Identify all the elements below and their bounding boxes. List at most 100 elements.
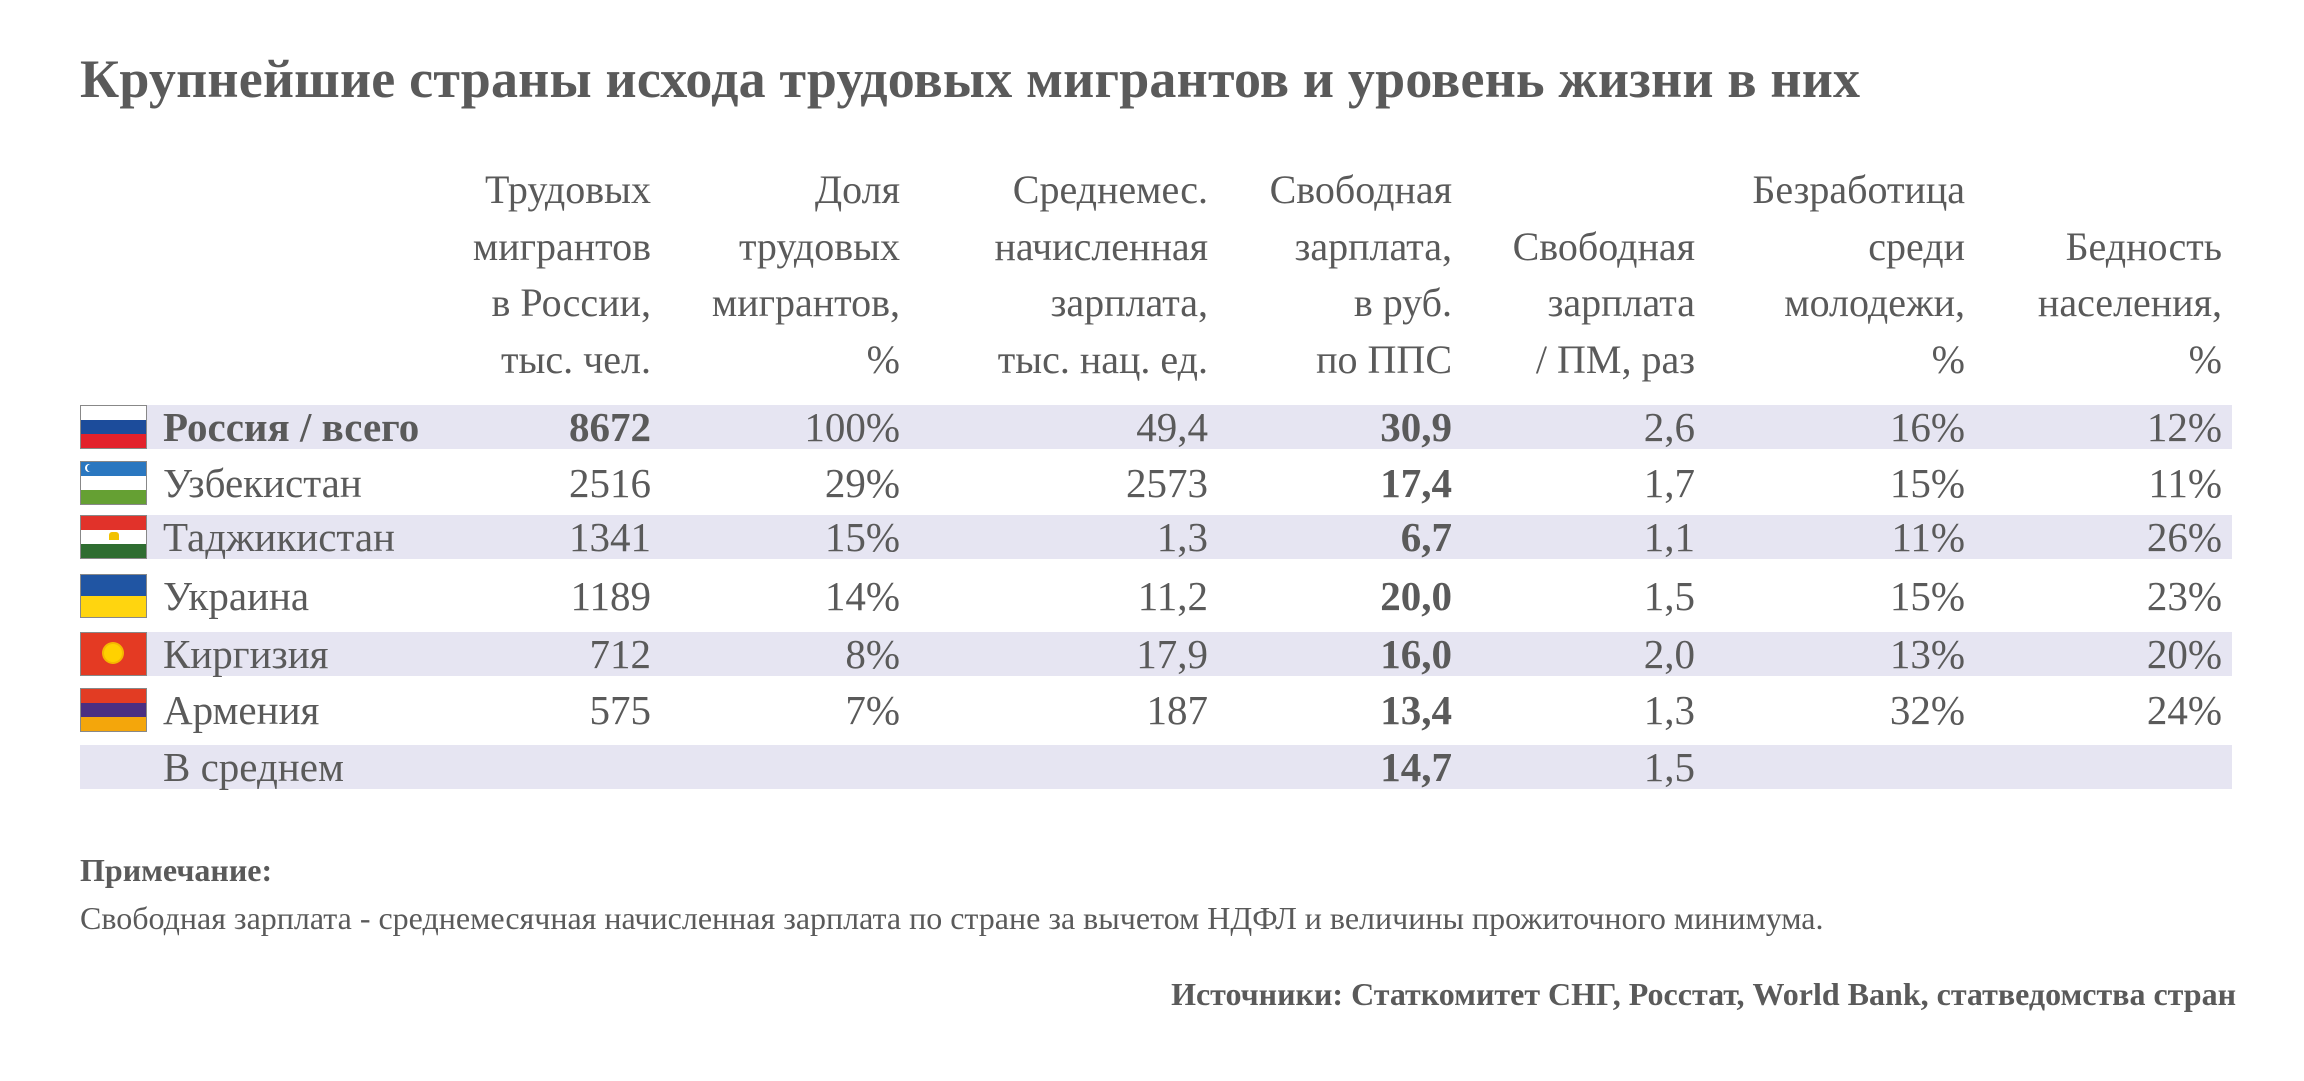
- column-header-line: Свободная: [1269, 167, 1452, 212]
- table-cell: 712: [589, 631, 652, 677]
- table-cell: 13%: [1889, 631, 1965, 677]
- table-row: В среднем 14,7 1,5: [80, 744, 2232, 790]
- table-cell: 29%: [824, 460, 900, 506]
- column-header-line: зарплата,: [1294, 223, 1452, 269]
- table-cell: 6,7: [1400, 514, 1452, 560]
- column-header-line: зарплата: [1547, 280, 1695, 325]
- tajikistan-flag-icon: [80, 515, 147, 559]
- table-cell: 26%: [2146, 514, 2222, 560]
- table-cell: 30,9: [1380, 404, 1452, 450]
- table-cell: 17,4: [1380, 460, 1452, 506]
- column-header: Бедность населения,%: [2038, 219, 2222, 389]
- table-cell: 187: [1146, 687, 1209, 733]
- country-name: Киргизия: [163, 631, 329, 677]
- column-header-line: мигрантов: [472, 223, 651, 269]
- table-cell: 11,2: [1137, 573, 1208, 619]
- table-cell: 49,4: [1136, 404, 1208, 450]
- table-cell: 16,0: [1380, 631, 1452, 677]
- table-cell: 7%: [845, 687, 900, 733]
- table-row: Россия / всего 8672 100% 49,4 30,9 2,6 16% 12%: [80, 404, 2232, 450]
- table-cell: 100%: [804, 404, 900, 450]
- table-cell: 2,6: [1643, 404, 1695, 450]
- column-header: Свободная зарплата, в руб. по ППС: [1270, 162, 1452, 388]
- column-header-line: в России,: [491, 280, 651, 325]
- table-cell: 2573: [1126, 460, 1208, 506]
- kyrgyzstan-flag-icon: [80, 632, 147, 676]
- table-row: Узбекистан 2516 29% 2573 17,4 1,7 15% 11%: [80, 460, 2232, 506]
- uzbekistan-flag-icon: [80, 461, 147, 505]
- column-header-line: в руб.: [1353, 280, 1452, 325]
- column-header-line: начисленная: [994, 223, 1208, 269]
- column-header: Трудовых мигрантов в России, тыс. чел.: [473, 162, 651, 388]
- table-cell: 14%: [824, 573, 900, 619]
- table-cell: 1341: [569, 514, 651, 560]
- table-cell: 15%: [1889, 460, 1965, 506]
- table-cell: 24%: [2146, 687, 2222, 733]
- page-title: Крупнейшие страны исхода трудовых мигран…: [80, 49, 1861, 109]
- table-cell: 1,7: [1643, 460, 1695, 506]
- column-header: Среднемес. начисленная зарплата, тыс. нац. …: [994, 162, 1208, 388]
- table-cell: 1,5: [1643, 744, 1695, 790]
- note-heading: Примечание:: [80, 852, 273, 888]
- table-cell: 11%: [2148, 460, 2222, 506]
- table-row: Армения 575 7% 187 13,4 1,3 32% 24%: [80, 687, 2232, 733]
- note-text: Свободная зарплата - среднемесячная начи…: [80, 900, 1824, 936]
- column-header: Доля трудовых мигрантов,%: [712, 162, 900, 388]
- table-cell: 13,4: [1380, 687, 1452, 733]
- table-cell: 17,9: [1136, 631, 1208, 677]
- ukraine-flag-icon: [80, 574, 147, 618]
- table-cell: 15%: [824, 514, 900, 560]
- table-row: Украина 1189 14% 11,2 20,0 1,5 15% 23%: [80, 573, 2232, 619]
- column-header-line: тыс. нац. ед.: [997, 336, 1208, 382]
- table-cell: 32%: [1889, 687, 1965, 733]
- table-row: Таджикистан 1341 15% 1,3 6,7 1,1 11% 26%: [80, 514, 2232, 560]
- column-header-line: Свободная: [1512, 223, 1695, 269]
- column-header-line: Безработица: [1752, 167, 1965, 212]
- column-header-line: зарплата,: [1050, 280, 1208, 325]
- column-header-line: Трудовых: [485, 167, 651, 212]
- table-cell: 16%: [1889, 404, 1965, 450]
- column-header: Безработица среди молодежи,%: [1752, 162, 1965, 388]
- column-header-line: Доля: [814, 167, 900, 212]
- table-cell: 1,1: [1643, 514, 1695, 560]
- country-name: Армения: [163, 687, 320, 733]
- table-cell: 14,7: [1380, 744, 1452, 790]
- table-cell: 20%: [2146, 631, 2222, 677]
- column-header-line: %: [1931, 336, 1965, 382]
- column-header-line: %: [2188, 336, 2222, 382]
- column-header-line: %: [866, 336, 900, 382]
- table-cell: 15%: [1889, 573, 1965, 619]
- table-cell: 1,5: [1643, 573, 1695, 619]
- column-header-line: молодежи,: [1784, 280, 1965, 325]
- table-cell: 8672: [569, 404, 651, 450]
- table-cell: 2,0: [1643, 631, 1695, 677]
- table-cell: 20,0: [1380, 573, 1452, 619]
- column-header-line: тыс. чел.: [501, 336, 651, 382]
- armenia-flag-icon: [80, 688, 147, 732]
- column-header-line: среди: [1868, 223, 1965, 269]
- table-cell: 1,3: [1643, 687, 1695, 733]
- column-header-line: по ППС: [1316, 336, 1452, 382]
- table-row: Киргизия 712 8% 17,9 16,0 2,0 13% 20%: [80, 631, 2232, 677]
- sources: Источники: Статкомитет СНГ, Росстат, Wor…: [1171, 976, 2236, 1012]
- table-cell: 8%: [845, 631, 900, 677]
- table-cell: 1189: [570, 573, 651, 619]
- table-cell: 2516: [569, 460, 651, 506]
- country-name: Узбекистан: [163, 460, 362, 506]
- table-cell: 23%: [2146, 573, 2222, 619]
- country-name: В среднем: [163, 744, 344, 790]
- table-cell: 1,3: [1156, 514, 1208, 560]
- table-cell: 12%: [2146, 404, 2222, 450]
- column-header-line: Бедность: [2065, 223, 2222, 269]
- column-header-line: мигрантов,: [711, 280, 900, 325]
- column-header: Свободная зарплата / ПМ, раз: [1513, 219, 1695, 389]
- russia-flag-icon: [80, 405, 147, 449]
- table-cell: 11%: [1891, 514, 1965, 560]
- column-header-line: населения,: [2037, 280, 2222, 325]
- country-name: Таджикистан: [163, 514, 395, 560]
- country-name: Россия / всего: [163, 404, 420, 450]
- column-header-line: / ПМ, раз: [1535, 336, 1695, 382]
- column-header-line: трудовых: [738, 223, 900, 269]
- country-name: Украина: [163, 573, 310, 619]
- column-header-line: Среднемес.: [1012, 167, 1208, 212]
